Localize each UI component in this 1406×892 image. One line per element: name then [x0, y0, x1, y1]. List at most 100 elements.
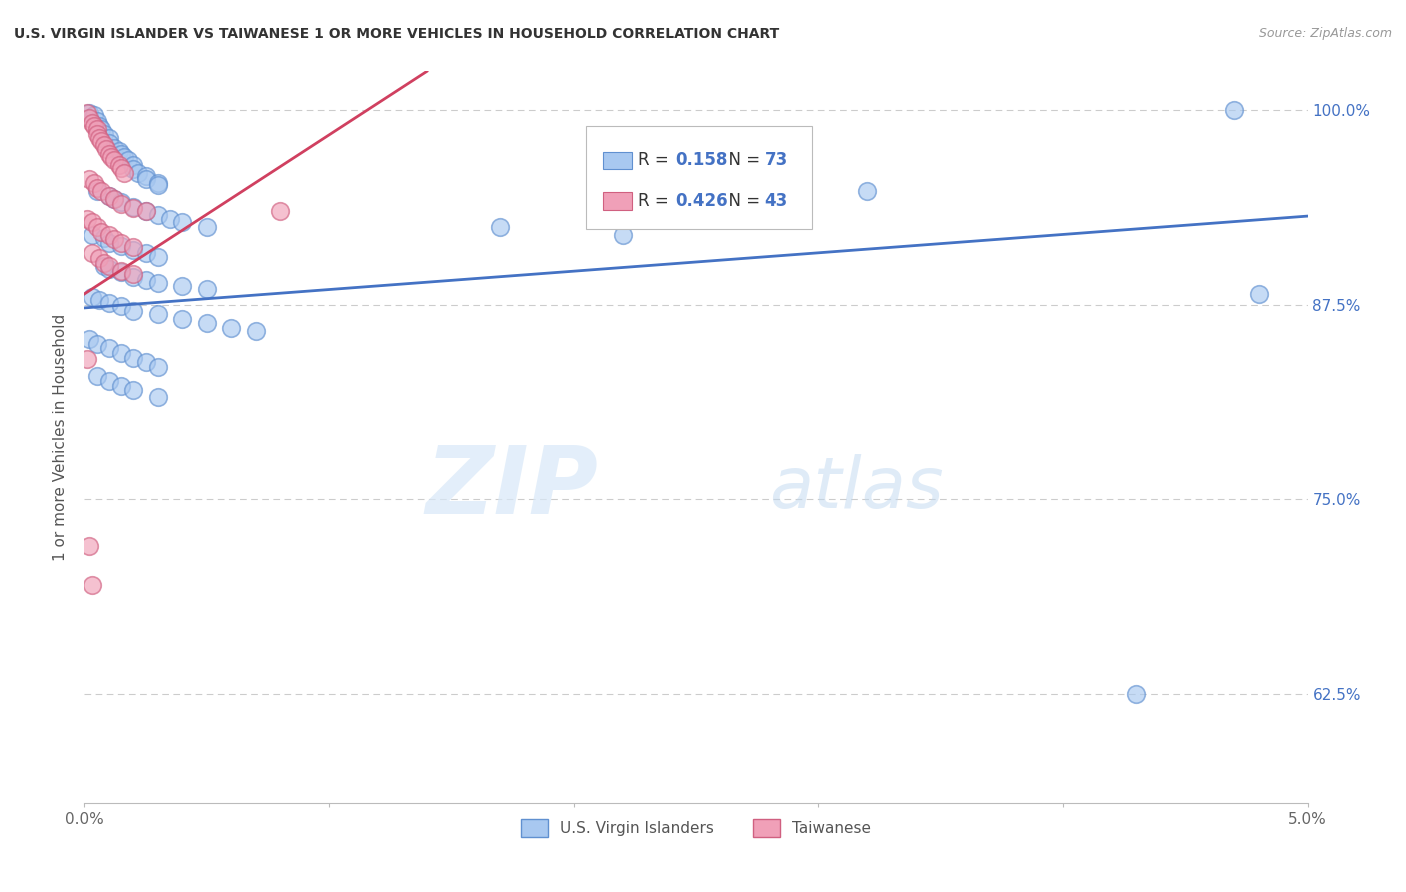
- Point: [219, 321, 242, 335]
- Point: [146, 276, 169, 290]
- Point: [122, 304, 145, 318]
- Point: [122, 351, 145, 365]
- Point: [110, 346, 132, 360]
- Point: [80, 215, 103, 229]
- Point: [97, 189, 120, 203]
- Point: [122, 158, 145, 172]
- Point: [110, 146, 132, 161]
- Point: [97, 296, 120, 310]
- Point: [110, 238, 132, 252]
- Point: [86, 369, 108, 384]
- Point: [86, 122, 108, 136]
- Point: [97, 374, 120, 388]
- Point: [122, 269, 145, 284]
- Point: [269, 204, 291, 219]
- Point: [112, 150, 135, 164]
- Point: [856, 184, 879, 198]
- Point: [110, 378, 132, 392]
- Point: [122, 267, 145, 281]
- Point: [135, 204, 157, 219]
- Point: [86, 114, 108, 128]
- Point: [135, 171, 157, 186]
- Point: [90, 122, 112, 136]
- Text: N =: N =: [718, 192, 765, 211]
- Point: [172, 311, 194, 326]
- Point: [612, 227, 634, 242]
- Point: [77, 539, 100, 553]
- Point: [77, 106, 100, 120]
- Point: [172, 215, 194, 229]
- Point: [93, 231, 115, 245]
- Point: [159, 212, 181, 227]
- Point: [110, 161, 132, 175]
- Point: [122, 384, 145, 398]
- Point: [87, 131, 110, 145]
- Point: [97, 189, 120, 203]
- Point: [103, 140, 125, 154]
- Point: [103, 192, 125, 206]
- Point: [127, 165, 149, 179]
- Point: [97, 342, 120, 356]
- Text: R =: R =: [638, 192, 675, 211]
- Point: [86, 184, 108, 198]
- Point: [489, 219, 512, 234]
- FancyBboxPatch shape: [603, 193, 633, 210]
- Point: [110, 299, 132, 313]
- Text: R =: R =: [638, 152, 675, 169]
- Point: [110, 263, 132, 277]
- Point: [100, 150, 122, 164]
- Point: [80, 578, 103, 592]
- Point: [172, 279, 194, 293]
- Point: [97, 136, 120, 150]
- Point: [97, 146, 120, 161]
- Point: [112, 165, 135, 179]
- Point: [87, 251, 110, 265]
- Point: [135, 273, 157, 287]
- Point: [77, 111, 100, 125]
- Point: [122, 244, 145, 258]
- Point: [93, 259, 115, 273]
- Legend: U.S. Virgin Islanders, Taiwanese: U.S. Virgin Islanders, Taiwanese: [515, 813, 877, 843]
- Point: [110, 235, 132, 250]
- Point: [93, 137, 115, 152]
- Point: [146, 178, 169, 192]
- Point: [135, 355, 157, 369]
- Point: [86, 336, 108, 351]
- Point: [107, 158, 129, 172]
- Point: [146, 307, 169, 321]
- Point: [195, 282, 218, 296]
- Point: [80, 246, 103, 260]
- Point: [103, 232, 125, 246]
- Y-axis label: 1 or more Vehicles in Household: 1 or more Vehicles in Household: [53, 313, 69, 561]
- Point: [80, 116, 103, 130]
- Point: [76, 212, 98, 227]
- Point: [146, 390, 169, 404]
- Point: [107, 144, 129, 158]
- Point: [77, 332, 100, 346]
- Point: [117, 153, 139, 167]
- Point: [103, 153, 125, 167]
- Point: [86, 219, 108, 234]
- Point: [93, 127, 115, 141]
- Point: [146, 359, 169, 374]
- FancyBboxPatch shape: [603, 152, 633, 169]
- Point: [96, 142, 118, 156]
- Point: [122, 200, 145, 214]
- Text: atlas: atlas: [769, 454, 943, 523]
- Text: 73: 73: [765, 152, 787, 169]
- Text: 0.426: 0.426: [675, 192, 728, 211]
- Point: [146, 177, 169, 191]
- Text: Source: ZipAtlas.com: Source: ZipAtlas.com: [1258, 27, 1392, 40]
- Point: [97, 227, 120, 242]
- Point: [122, 162, 145, 177]
- Text: U.S. VIRGIN ISLANDER VS TAIWANESE 1 OR MORE VEHICLES IN HOUSEHOLD CORRELATION CH: U.S. VIRGIN ISLANDER VS TAIWANESE 1 OR M…: [14, 27, 779, 41]
- Point: [90, 135, 112, 149]
- Point: [76, 106, 98, 120]
- Text: 43: 43: [765, 192, 787, 211]
- Point: [86, 181, 108, 195]
- Point: [110, 196, 132, 211]
- Point: [1247, 286, 1270, 301]
- Point: [83, 177, 105, 191]
- Point: [80, 290, 103, 304]
- Point: [110, 195, 132, 210]
